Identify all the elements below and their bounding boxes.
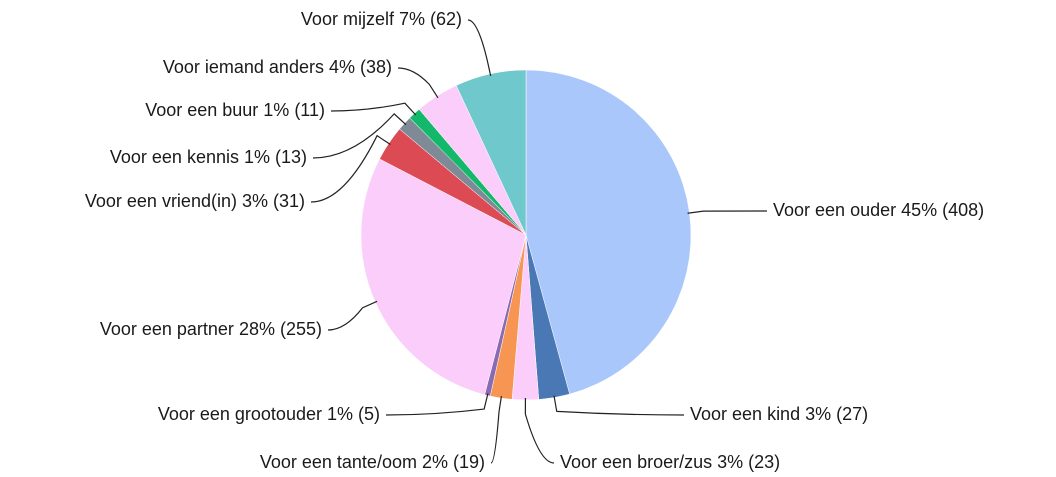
- slice-category: Voor een kennis: [110, 147, 239, 167]
- leader-line: [553, 395, 685, 416]
- slice-value-label: 1% (11): [263, 100, 325, 120]
- leader-line: [687, 210, 768, 214]
- slice-category: Voor een kind: [690, 404, 800, 424]
- slice-label: Voor een partner 28% (255): [100, 319, 322, 339]
- slice-label: Voor een ouder 45% (408): [773, 200, 984, 220]
- leader-line: [312, 113, 407, 159]
- slice-value-label: 7% (62): [399, 9, 462, 29]
- leader-line: [490, 396, 503, 464]
- leader-line: [327, 300, 378, 331]
- slice-label: Voor een kind 3% (27): [690, 404, 868, 424]
- slice-value-label: 1% (13): [244, 147, 307, 167]
- slice-category: Voor een ouder: [773, 200, 896, 220]
- slice-label: Voor een vriend(in) 3% (31): [85, 191, 305, 211]
- slice-label: Voor een kennis 1% (13): [110, 147, 307, 167]
- slice-category: Voor een vriend(in): [85, 191, 237, 211]
- leader-line: [467, 19, 492, 77]
- slice-category: Voor mijzelf: [301, 9, 395, 29]
- slice-value-label: 45% (408): [901, 200, 984, 220]
- slice-category: Voor een buur: [145, 100, 258, 120]
- slice-value-label: 3% (27): [805, 404, 868, 424]
- leader-line: [385, 393, 489, 416]
- slice-label: Voor iemand anders 4% (38): [163, 57, 392, 77]
- slice-category: Voor een partner: [100, 319, 234, 339]
- leader-line: [310, 134, 391, 203]
- slice-value-label: 1% (5): [327, 404, 380, 424]
- slice-label: Voor een buur 1% (11): [145, 100, 325, 120]
- slice-label: Voor een broer/zus 3% (23): [560, 452, 780, 472]
- slice-value-label: 3% (23): [717, 452, 780, 472]
- slice-value-label: 2% (19): [422, 452, 485, 472]
- leader-line: [330, 102, 417, 116]
- slice-value-label: 4% (38): [329, 57, 392, 77]
- slice-category: Voor een tante/oom: [260, 452, 417, 472]
- slice-label: Voor een tante/oom 2% (19): [260, 452, 485, 472]
- slice-value-label: 3% (31): [242, 191, 305, 211]
- slice-label: Voor mijzelf 7% (62): [301, 9, 462, 29]
- slice-category: Voor een grootouder: [158, 404, 322, 424]
- leader-line: [397, 67, 439, 99]
- slice-category: Voor iemand anders: [163, 57, 324, 77]
- slice-value-label: 28% (255): [239, 319, 322, 339]
- slice-label: Voor een grootouder 1% (5): [158, 404, 380, 424]
- leader-line: [524, 397, 555, 464]
- slice-category: Voor een broer/zus: [560, 452, 712, 472]
